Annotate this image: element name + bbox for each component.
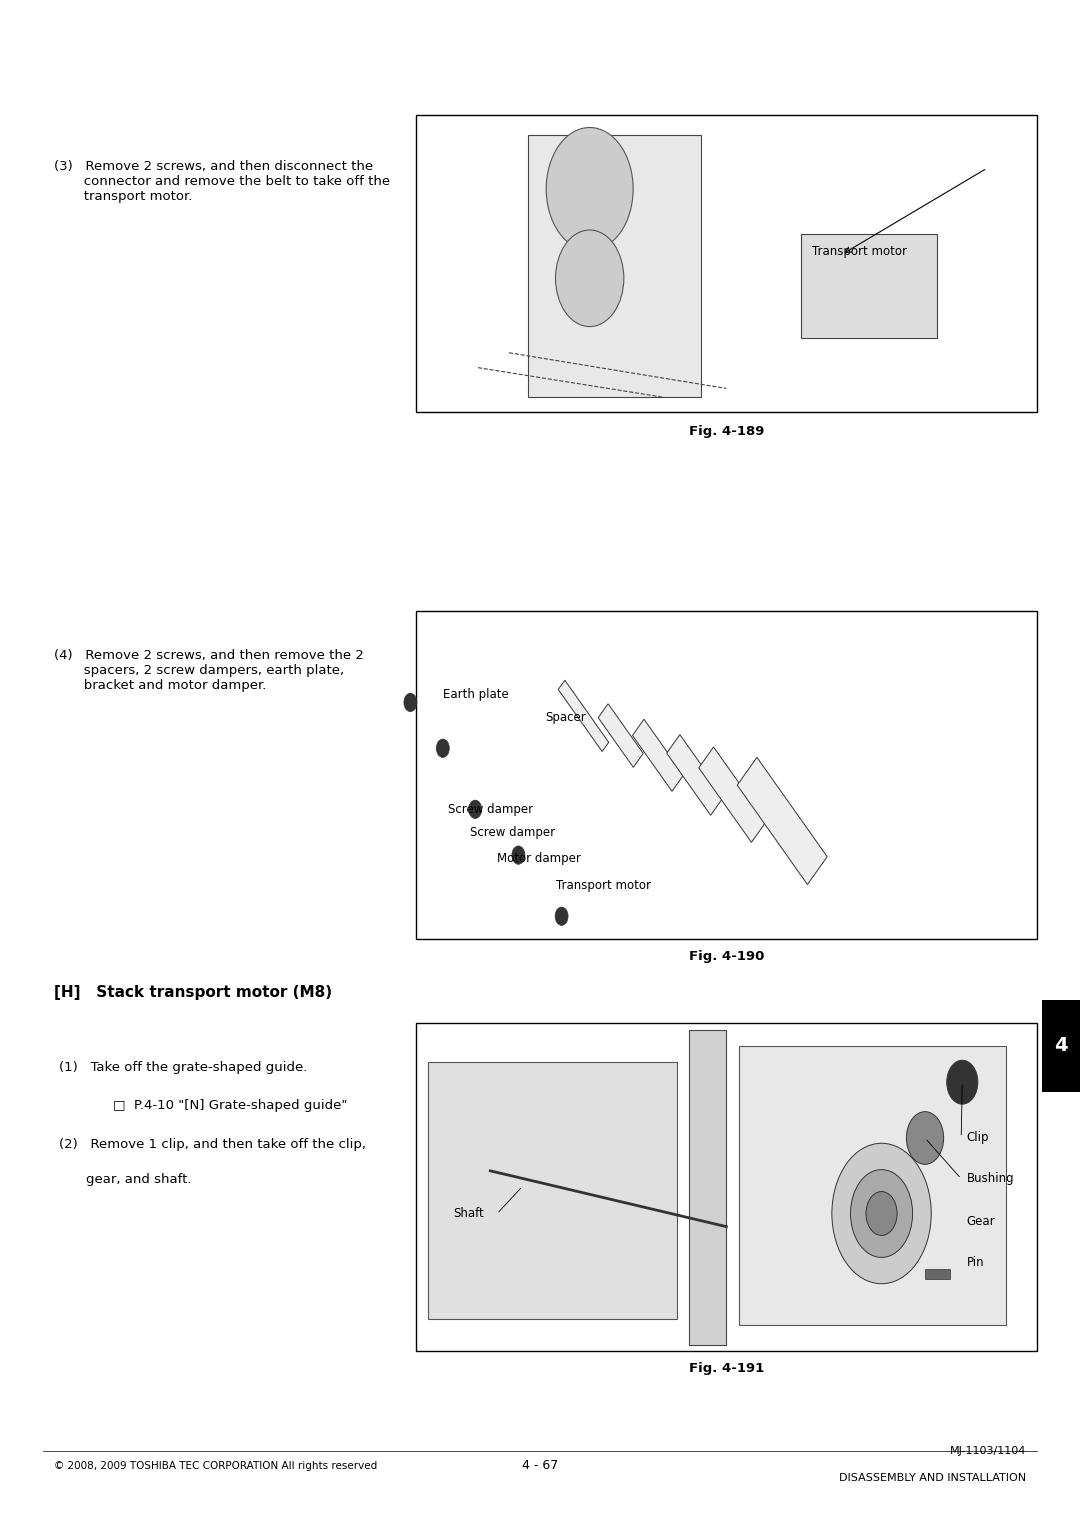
FancyBboxPatch shape [598,704,644,768]
Text: gear, and shaft.: gear, and shaft. [86,1173,192,1186]
Text: Motor damper: Motor damper [497,852,581,864]
FancyBboxPatch shape [416,1023,1037,1351]
Circle shape [947,1060,977,1104]
Text: MJ-1103/1104: MJ-1103/1104 [949,1446,1026,1455]
FancyBboxPatch shape [738,757,827,884]
Circle shape [512,846,525,864]
Text: Transport motor: Transport motor [812,246,907,258]
Circle shape [906,1112,944,1164]
Text: Fig. 4-189: Fig. 4-189 [689,425,764,438]
Text: Transport motor: Transport motor [556,880,651,892]
Text: DISASSEMBLY AND INSTALLATION: DISASSEMBLY AND INSTALLATION [839,1474,1026,1483]
FancyBboxPatch shape [801,234,937,337]
Text: Clip: Clip [967,1132,989,1144]
Text: Fig. 4-191: Fig. 4-191 [689,1362,764,1376]
Circle shape [555,231,624,327]
Circle shape [851,1170,913,1257]
FancyBboxPatch shape [558,680,609,751]
Text: Fig. 4-190: Fig. 4-190 [689,950,764,964]
Circle shape [866,1191,897,1235]
Text: Pin: Pin [967,1257,984,1269]
Circle shape [436,739,449,757]
FancyBboxPatch shape [428,1063,677,1318]
Text: Gear: Gear [967,1215,996,1228]
Text: Screw damper: Screw damper [448,803,534,815]
FancyBboxPatch shape [1042,1000,1080,1092]
Text: 4: 4 [1054,1037,1068,1055]
Text: □  P.4-10 "[N] Grate-shaped guide": □ P.4-10 "[N] Grate-shaped guide" [113,1099,348,1113]
FancyBboxPatch shape [633,719,684,791]
Circle shape [832,1144,931,1284]
Text: (4)   Remove 2 screws, and then remove the 2
       spacers, 2 screw dampers, ea: (4) Remove 2 screws, and then remove the… [54,649,364,692]
FancyBboxPatch shape [699,747,766,843]
Text: Earth plate: Earth plate [443,689,509,701]
Circle shape [469,800,482,818]
Circle shape [555,907,568,925]
FancyBboxPatch shape [666,734,724,815]
Text: [H]   Stack transport motor (M8): [H] Stack transport motor (M8) [54,985,333,1000]
Text: © 2008, 2009 TOSHIBA TEC CORPORATION All rights reserved: © 2008, 2009 TOSHIBA TEC CORPORATION All… [54,1461,377,1471]
Circle shape [546,128,633,250]
FancyBboxPatch shape [416,611,1037,939]
Text: Screw damper: Screw damper [470,826,555,838]
FancyBboxPatch shape [528,136,702,397]
FancyBboxPatch shape [416,115,1037,412]
FancyBboxPatch shape [924,1269,950,1280]
Text: (2)   Remove 1 clip, and then take off the clip,: (2) Remove 1 clip, and then take off the… [59,1138,366,1151]
Text: Spacer: Spacer [545,712,586,724]
Circle shape [404,693,417,712]
Text: Bushing: Bushing [967,1173,1014,1185]
Text: (3)   Remove 2 screws, and then disconnect the
       connector and remove the b: (3) Remove 2 screws, and then disconnect… [54,160,390,203]
FancyBboxPatch shape [689,1029,726,1345]
Text: Shaft: Shaft [454,1208,484,1220]
Text: 4 - 67: 4 - 67 [522,1460,558,1472]
Text: (1)   Take off the grate-shaped guide.: (1) Take off the grate-shaped guide. [59,1061,308,1075]
FancyBboxPatch shape [739,1046,1005,1325]
